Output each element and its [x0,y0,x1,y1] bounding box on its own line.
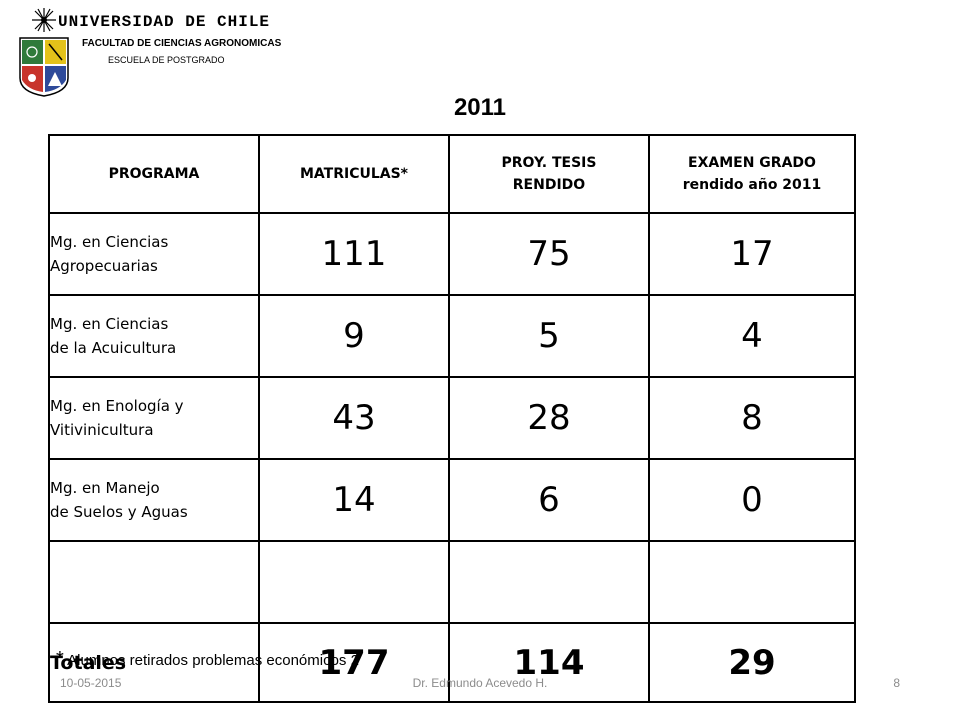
tesis-value: 5 [448,294,650,378]
faculty-name: FACULTAD DE CIENCIAS AGRONOMICAS [82,38,282,49]
empty-row [48,540,856,624]
footnote: * Alumnos retirados problemas económicos… [56,648,359,671]
table-row: Mg. en Ciencias Agropecuarias 111 75 17 [48,212,856,296]
footnote-text: Alumnos retirados problemas económicos 2 [67,652,359,669]
page-number: 8 [893,676,900,690]
footer-author: Dr. Edmundo Acevedo H. [412,676,548,690]
examen-value: 8 [648,376,856,460]
program-name: Mg. en Enología y Vitivinicultura [48,376,260,460]
totals-label: Totales [48,622,260,703]
tesis-value: 75 [448,212,650,296]
column-header-examen: EXAMEN GRADO rendido año 2011 [648,134,856,214]
footer-date: 10-05-2015 [60,676,122,690]
empty-cell [48,540,260,624]
table-row: Mg. en Enología y Vitivinicultura 43 28 8 [48,376,856,460]
totals-row: Totales 177 114 29 [48,622,856,703]
matriculas-value: 111 [258,212,450,296]
program-name: Mg. en Ciencias Agropecuarias [48,212,260,296]
column-header-programa: PROGRAMA [48,134,260,214]
column-header-matriculas: MATRICULAS* [258,134,450,214]
table-header-row: PROGRAMA MATRICULAS* PROY. TESIS RENDIDO … [48,134,856,214]
matriculas-value: 9 [258,294,450,378]
empty-cell [448,540,650,624]
table-row: Mg. en Ciencias de la Acuicultura 9 5 4 [48,294,856,378]
total-matriculas: 177 [258,622,450,703]
university-seal-icon [16,6,72,98]
examen-value: 0 [648,458,856,542]
table-row: Mg. en Manejo de Suelos y Aguas 14 6 0 [48,458,856,542]
examen-value: 4 [648,294,856,378]
tesis-value: 6 [448,458,650,542]
total-tesis: 114 [448,622,650,703]
tesis-value: 28 [448,376,650,460]
school-name: ESCUELA DE POSTGRADO [108,55,225,65]
examen-value: 17 [648,212,856,296]
page-title: 2011 [453,94,507,121]
footnote-mark: * [56,648,64,670]
empty-cell [648,540,856,624]
university-name: UNIVERSIDAD DE CHILE [58,13,271,31]
matriculas-value: 43 [258,376,450,460]
empty-cell [258,540,450,624]
matriculas-value: 14 [258,458,450,542]
program-name: Mg. en Manejo de Suelos y Aguas [48,458,260,542]
enrollment-table: PROGRAMA MATRICULAS* PROY. TESIS RENDIDO … [48,134,856,703]
program-name: Mg. en Ciencias de la Acuicultura [48,294,260,378]
total-examen: 29 [648,622,856,703]
column-header-tesis: PROY. TESIS RENDIDO [448,134,650,214]
